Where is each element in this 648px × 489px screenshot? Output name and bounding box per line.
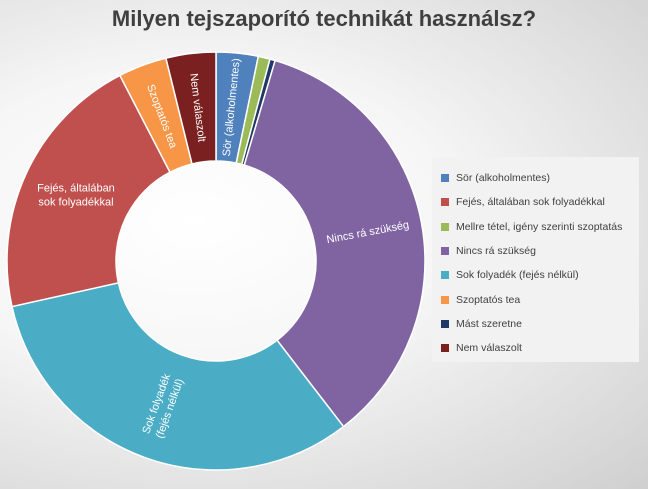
legend-swatch xyxy=(441,174,449,183)
legend-swatch xyxy=(441,319,449,328)
donut-slice xyxy=(6,74,172,308)
legend-item: Sok folyadék (fejés nélkül) xyxy=(441,263,639,287)
legend-swatch xyxy=(441,295,449,304)
legend-label: Sok folyadék (fejés nélkül) xyxy=(456,269,579,282)
legend-label: Nincs rá szükség xyxy=(456,245,536,258)
legend-item: Fejés, általában sok folyadékkal xyxy=(441,190,639,214)
legend-swatch xyxy=(441,247,449,256)
legend-swatch xyxy=(441,271,449,280)
slice-label: Fejés, általában sok folyadékkal xyxy=(37,183,115,209)
donut-slice xyxy=(164,51,217,165)
legend-item: Mellre tétel, igény szerinti szoptatás xyxy=(441,215,639,239)
legend-swatch xyxy=(441,344,449,353)
donut-slice xyxy=(243,59,426,428)
legend: Sör (alkoholmentes) Fejés, általában sok … xyxy=(432,157,639,362)
chart-title: Milyen tejszaporító technikát használsz? xyxy=(111,6,537,31)
legend-label: Mást szeretne xyxy=(456,317,522,330)
legend-item: Mást szeretne xyxy=(441,312,639,336)
donut-slice xyxy=(11,281,345,471)
legend-swatch xyxy=(441,198,449,207)
legend-label: Szoptatós tea xyxy=(456,293,521,306)
legend-item: Sör (alkoholmentes) xyxy=(441,166,639,190)
legend-item: Nincs rá szükség xyxy=(441,239,639,263)
legend-label: Nem válaszolt xyxy=(456,342,522,355)
legend-label: Fejés, általában sok folyadékkal xyxy=(456,196,605,209)
legend-item: Nem válaszolt xyxy=(441,336,639,360)
legend-item: Szoptatós tea xyxy=(441,287,639,311)
legend-label: Sör (alkoholmentes) xyxy=(456,172,550,185)
legend-swatch xyxy=(441,222,449,231)
legend-label: Mellre tétel, igény szerinti szoptatás xyxy=(456,220,623,233)
